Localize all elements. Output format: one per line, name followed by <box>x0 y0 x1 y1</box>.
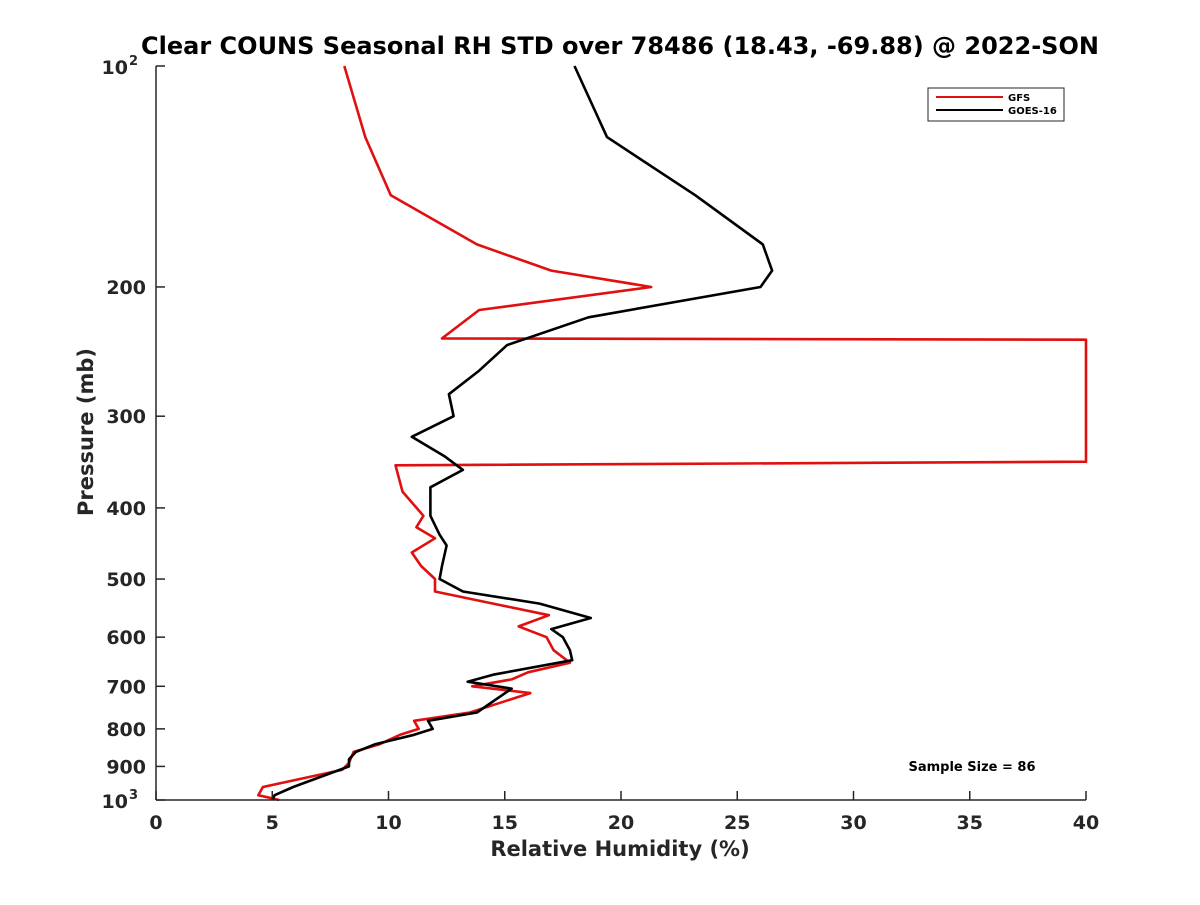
legend-label-gfs: GFS <box>1008 93 1030 104</box>
x-tick-label: 0 <box>149 812 162 834</box>
legend: GFS GOES-16 <box>927 87 1065 122</box>
y-tick-exponent: 3 <box>129 788 138 803</box>
series-line-goes-16 <box>271 65 774 801</box>
x-axis: 0 5 10 15 20 25 30 35 40 <box>149 791 1099 834</box>
legend-box <box>927 87 1065 122</box>
chart-title: Clear COUNS Seasonal RH STD over 78486 (… <box>141 32 1099 60</box>
y-tick-label: 10 <box>102 57 128 79</box>
x-axis-label: Relative Humidity (%) <box>490 837 749 861</box>
y-tick-label: 900 <box>106 756 146 778</box>
y-tick-label: 200 <box>106 277 146 299</box>
y-tick-label: 800 <box>106 719 146 741</box>
series-line-gfs <box>257 65 1088 802</box>
sample-size-annotation: Sample Size = 86 <box>908 760 1035 775</box>
x-tick-label: 20 <box>608 812 634 834</box>
x-tick-label: 25 <box>724 812 750 834</box>
x-tick-label: 5 <box>266 812 279 834</box>
y-tick-label: 10 <box>102 791 128 813</box>
y-tick-label: 700 <box>106 676 146 698</box>
y-tick-exponent: 2 <box>129 54 138 69</box>
y-tick-label: 400 <box>106 498 146 520</box>
x-tick-label: 10 <box>375 812 401 834</box>
y-tick-label: 600 <box>106 627 146 649</box>
x-tick-label: 35 <box>957 812 983 834</box>
plot-area <box>257 65 1088 802</box>
x-tick-label: 30 <box>840 812 866 834</box>
x-tick-label: 15 <box>492 812 518 834</box>
y-tick-label: 500 <box>106 569 146 591</box>
x-tick-label: 40 <box>1073 812 1099 834</box>
y-axis-label: Pressure (mb) <box>74 348 98 516</box>
legend-label-goes-16: GOES-16 <box>1008 106 1057 117</box>
y-tick-label: 300 <box>106 406 146 428</box>
